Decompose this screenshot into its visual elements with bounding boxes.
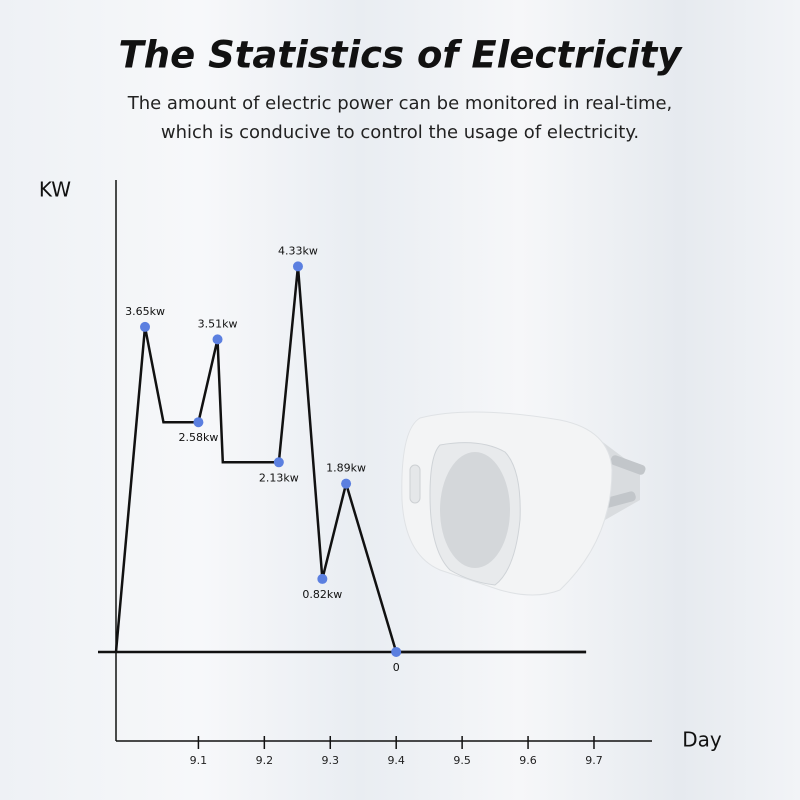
data-point — [273, 457, 284, 468]
subtitle-line: The amount of electric power can be moni… — [127, 93, 673, 114]
y-axis-label: KW — [39, 178, 71, 202]
x-tick-label: 9.2 — [256, 754, 274, 767]
data-point — [317, 573, 328, 584]
x-tick-label: 9.5 — [453, 754, 471, 767]
subtitle-line: which is conducive to control the usage … — [161, 122, 639, 143]
data-point — [212, 334, 223, 345]
data-point — [140, 321, 151, 332]
plug-image — [401, 411, 646, 596]
x-tick-label: 9.7 — [585, 754, 603, 767]
data-point — [292, 261, 303, 272]
x-axis-label: Day — [682, 728, 722, 752]
data-point — [341, 478, 352, 489]
data-label: 3.65kw — [125, 305, 165, 318]
data-label: 0 — [393, 661, 400, 674]
x-tick-label: 9.4 — [387, 754, 405, 767]
data-point — [193, 417, 204, 428]
data-label: 4.33kw — [278, 244, 318, 257]
x-tick-label: 9.3 — [322, 754, 340, 767]
data-label: 2.13kw — [259, 471, 299, 484]
data-point — [391, 646, 402, 657]
x-tick-label: 9.1 — [190, 754, 208, 767]
data-label: 0.82kw — [302, 588, 342, 601]
data-label: 2.58kw — [178, 431, 218, 444]
chart-title: The Statistics of Electricity — [119, 34, 684, 77]
data-label: 1.89kw — [326, 462, 366, 475]
data-label: 3.51kw — [198, 317, 238, 330]
x-tick-label: 9.6 — [519, 754, 537, 767]
line — [114, 266, 587, 654]
